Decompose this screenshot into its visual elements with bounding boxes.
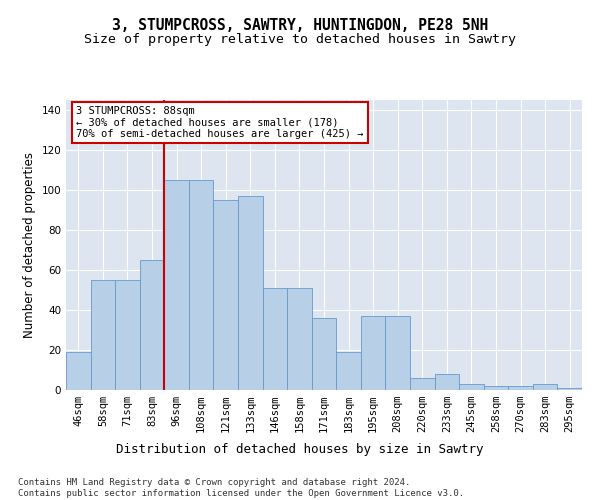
- Bar: [410, 378, 434, 390]
- Text: Contains HM Land Registry data © Crown copyright and database right 2024.
Contai: Contains HM Land Registry data © Crown c…: [18, 478, 464, 498]
- Bar: [140, 260, 164, 390]
- Text: Size of property relative to detached houses in Sawtry: Size of property relative to detached ho…: [84, 32, 516, 46]
- Bar: [336, 352, 361, 390]
- Bar: [263, 288, 287, 390]
- Bar: [214, 200, 238, 390]
- Bar: [557, 388, 582, 390]
- Bar: [361, 316, 385, 390]
- Bar: [189, 180, 214, 390]
- Text: Distribution of detached houses by size in Sawtry: Distribution of detached houses by size …: [116, 442, 484, 456]
- Bar: [484, 386, 508, 390]
- Y-axis label: Number of detached properties: Number of detached properties: [23, 152, 36, 338]
- Bar: [459, 384, 484, 390]
- Text: 3 STUMPCROSS: 88sqm
← 30% of detached houses are smaller (178)
70% of semi-detac: 3 STUMPCROSS: 88sqm ← 30% of detached ho…: [76, 106, 364, 139]
- Bar: [238, 196, 263, 390]
- Bar: [91, 280, 115, 390]
- Bar: [66, 352, 91, 390]
- Bar: [312, 318, 336, 390]
- Bar: [287, 288, 312, 390]
- Bar: [533, 384, 557, 390]
- Bar: [115, 280, 140, 390]
- Bar: [385, 316, 410, 390]
- Text: 3, STUMPCROSS, SAWTRY, HUNTINGDON, PE28 5NH: 3, STUMPCROSS, SAWTRY, HUNTINGDON, PE28 …: [112, 18, 488, 32]
- Bar: [508, 386, 533, 390]
- Bar: [164, 180, 189, 390]
- Bar: [434, 374, 459, 390]
